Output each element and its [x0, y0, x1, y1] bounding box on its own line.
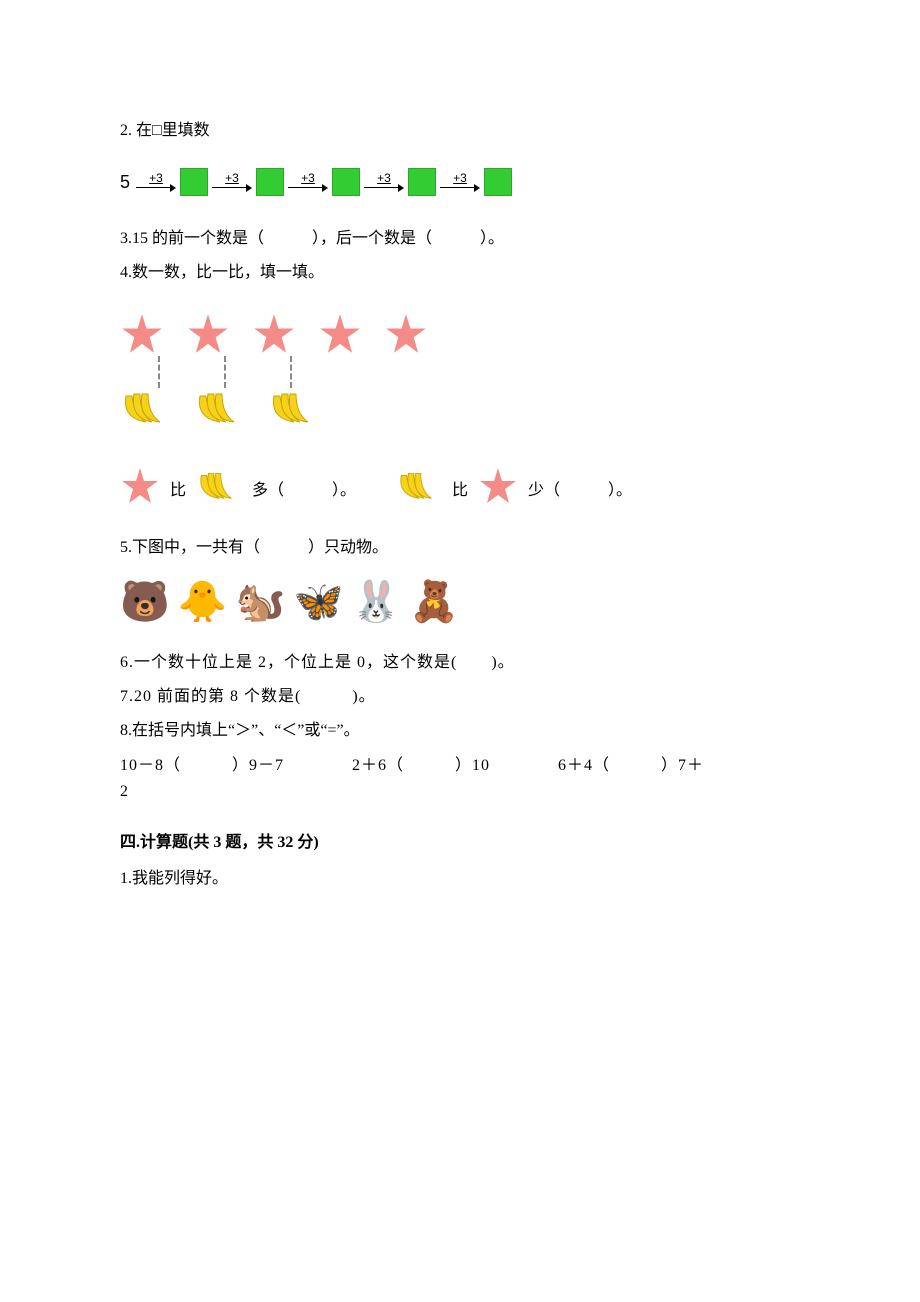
- q2-op-label: +3: [301, 172, 315, 184]
- dash-line-icon: [158, 356, 160, 388]
- q4-bananas-row: [120, 388, 800, 437]
- animal-icon: 🦋: [293, 582, 343, 622]
- dash-line-icon: [224, 356, 226, 388]
- q2-op-label: +3: [453, 172, 467, 184]
- animal-icon: 🐻: [120, 582, 170, 622]
- q2-op-label: +3: [225, 172, 239, 184]
- q2-fill-box: [256, 168, 284, 196]
- starfish-icon: [252, 312, 296, 356]
- q7-text: 7.20 前面的第 8 个数是( )。: [120, 684, 800, 710]
- q5-animals-row: 🐻 🐥 🐿️ 🦋 🐰 🧸: [120, 582, 800, 622]
- q6-text: 6.一个数十位上是 2，个位上是 0，这个数是( )。: [120, 650, 800, 676]
- q2-text: 2. 在□里填数: [120, 118, 800, 144]
- q2-arrow: +3: [364, 172, 404, 192]
- banana-icon: [268, 388, 320, 437]
- section4-heading: 四.计算题(共 3 题，共 32 分): [120, 830, 800, 856]
- q2-chain-diagram: 5 +3 +3 +3 +3 +3: [120, 168, 800, 197]
- q2-op-label: +3: [377, 172, 391, 184]
- banana-icon: [396, 468, 442, 513]
- starfish-icon: [120, 312, 164, 356]
- q4-match-lines: [138, 356, 800, 388]
- starfish-icon: [186, 312, 230, 356]
- q4-compare-sentence: 比 多（ ）。 比 少（ ）。: [120, 466, 800, 515]
- q2-fill-box: [484, 168, 512, 196]
- arrow-icon: [212, 184, 252, 192]
- q2-fill-box: [408, 168, 436, 196]
- arrow-icon: [364, 184, 404, 192]
- q2-arrow: +3: [212, 172, 252, 192]
- q2-fill-box: [180, 168, 208, 196]
- q3-text: 3.15 的前一个数是（ ），后一个数是（ ）。: [120, 226, 800, 252]
- q8-expressions: 10－8（ ）9－7 2＋6（ ）10 6＋4（ ）7＋ 2: [120, 753, 800, 804]
- q2-start-number: 5: [120, 168, 130, 197]
- q2-arrow: +3: [136, 172, 176, 192]
- compare-text: 比: [170, 478, 186, 504]
- animal-icon: 🐿️: [236, 582, 286, 622]
- banana-icon: [196, 468, 242, 513]
- q5-text: 5.下图中，一共有（ ）只动物。: [120, 535, 800, 561]
- q2-arrow: +3: [440, 172, 480, 192]
- animal-icon: 🐥: [178, 582, 228, 622]
- starfish-icon: [318, 312, 362, 356]
- starfish-icon: [478, 466, 518, 515]
- animal-icon: 🐰: [351, 582, 401, 622]
- arrow-icon: [288, 184, 328, 192]
- q2-op-label: +3: [149, 172, 163, 184]
- dash-line-icon: [290, 356, 292, 388]
- banana-icon: [194, 388, 246, 437]
- section4-q1: 1.我能列得好。: [120, 866, 800, 892]
- q2-arrow: +3: [288, 172, 328, 192]
- q4-stars-row: [120, 312, 800, 356]
- q2-fill-box: [332, 168, 360, 196]
- animal-icon: 🧸: [409, 582, 459, 622]
- compare-text: 少（ ）。: [528, 478, 632, 504]
- banana-icon: [120, 388, 172, 437]
- q4-text: 4.数一数，比一比，填一填。: [120, 260, 800, 286]
- q4-compare-figure: [120, 312, 800, 437]
- starfish-icon: [120, 466, 160, 515]
- compare-text: 多（ ）。: [252, 478, 356, 504]
- arrow-icon: [136, 184, 176, 192]
- starfish-icon: [384, 312, 428, 356]
- q8-text: 8.在括号内填上“＞”、“＜”或“=”。: [120, 718, 800, 744]
- arrow-icon: [440, 184, 480, 192]
- worksheet-page: 2. 在□里填数 5 +3 +3 +3 +3 +3 3.15 的前一个数是（: [0, 0, 920, 960]
- compare-text: 比: [452, 478, 468, 504]
